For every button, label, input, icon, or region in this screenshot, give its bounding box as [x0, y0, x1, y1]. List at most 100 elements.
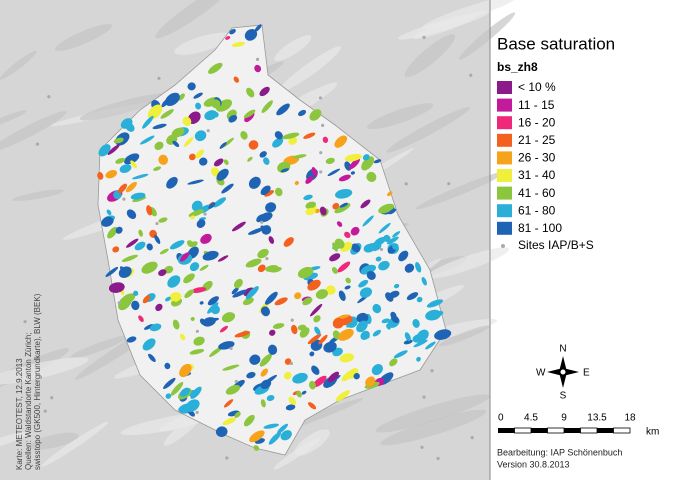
forest-patch	[191, 200, 203, 212]
site-dot	[117, 301, 121, 305]
forest-patch	[245, 258, 262, 268]
forest-patch	[415, 262, 422, 273]
forest-patch	[134, 241, 146, 251]
legend-label: 16 - 20	[518, 115, 556, 129]
scale-segment	[597, 428, 614, 433]
forest-patch	[309, 303, 323, 317]
forest-patch	[133, 290, 139, 296]
ridge	[174, 32, 231, 55]
forest-patch	[403, 339, 413, 345]
forest-patch	[406, 292, 419, 301]
compass-w: W	[536, 368, 546, 379]
compass-center	[559, 368, 567, 376]
forest-patch	[299, 327, 310, 338]
forest-patch	[309, 351, 315, 357]
forest-patch	[385, 292, 394, 302]
site-dot	[206, 129, 210, 133]
forest-patch	[261, 225, 272, 235]
forest-patch	[209, 346, 223, 357]
site-dots	[23, 35, 474, 461]
site-dot	[404, 182, 408, 186]
credit-line: swisstopo (GK500, Hintergrundkarte), BLW…	[33, 293, 42, 470]
forest-patch	[305, 201, 317, 209]
forest-patch	[222, 417, 236, 426]
forest-patch	[163, 377, 176, 389]
forest-patch	[118, 295, 132, 311]
forest-patch	[393, 283, 400, 289]
forest-patch	[207, 296, 219, 306]
site-dot	[420, 445, 424, 449]
forest-patch	[193, 92, 203, 99]
forest-patch	[386, 323, 391, 330]
legend-swatch	[497, 204, 512, 218]
site-dot	[225, 456, 229, 460]
forest-patch	[132, 173, 149, 180]
scale-segment	[580, 427, 598, 434]
scale-label: 9	[561, 413, 567, 424]
forest-patch	[202, 250, 219, 261]
forest-patch	[259, 151, 267, 158]
ridge	[155, 0, 235, 39]
forest-patch	[172, 319, 180, 330]
compass-e: E	[583, 368, 590, 379]
forest-patch	[361, 156, 375, 171]
ridge	[458, 12, 516, 60]
forest-patch	[154, 141, 164, 151]
site-dot	[470, 435, 474, 440]
forest-patch	[124, 153, 140, 165]
forest-patch	[184, 289, 194, 299]
forest-patch	[200, 233, 212, 244]
forest-patch	[335, 188, 353, 199]
forest-patch	[219, 142, 227, 149]
forest-patch	[334, 135, 348, 148]
forest-patch	[350, 171, 355, 175]
forest-patch	[107, 226, 118, 239]
forest-patch	[309, 380, 316, 390]
forest-patch	[332, 242, 338, 252]
forest-patch	[160, 109, 174, 119]
forest-patch	[247, 156, 253, 162]
legend-swatch	[497, 151, 512, 165]
forest-patch	[387, 191, 393, 197]
ridge	[29, 432, 79, 450]
forest-patch	[303, 194, 313, 201]
site-dot	[35, 142, 40, 146]
forest-patch	[288, 136, 298, 145]
forest-patch	[144, 324, 154, 330]
site-dot	[319, 151, 323, 155]
forest-patch	[338, 328, 354, 341]
forest-patch	[153, 166, 162, 171]
site-dot	[469, 73, 473, 77]
forest-patch	[381, 318, 390, 324]
forest-patch	[231, 221, 246, 232]
site-dot	[234, 379, 238, 384]
ridge	[367, 103, 434, 130]
legend-swatch	[497, 116, 512, 130]
forest-patch	[256, 214, 265, 223]
ridge	[79, 93, 167, 121]
forest-patch	[331, 267, 338, 274]
forest-patch	[246, 87, 255, 98]
site-dot	[318, 96, 323, 100]
forest-patch	[244, 28, 258, 41]
forest-patch	[303, 132, 316, 139]
forest-patch	[225, 36, 231, 40]
forest-patch	[115, 157, 126, 164]
ridge	[0, 50, 37, 80]
forest-patch	[268, 431, 282, 445]
forest-patch	[392, 231, 401, 238]
site-dot	[255, 57, 260, 61]
forest-patch	[329, 253, 341, 262]
forest-patch	[125, 181, 137, 193]
forest-patch	[112, 246, 120, 253]
forest-patch	[378, 222, 391, 234]
forest-patch	[182, 116, 192, 126]
forest-patch	[213, 197, 227, 208]
forest-patch	[274, 297, 288, 306]
forest-patch	[165, 393, 172, 399]
forest-patch	[190, 215, 196, 220]
forest-patch	[353, 373, 360, 380]
forest-patch	[272, 323, 285, 329]
forest-patch	[297, 266, 314, 279]
